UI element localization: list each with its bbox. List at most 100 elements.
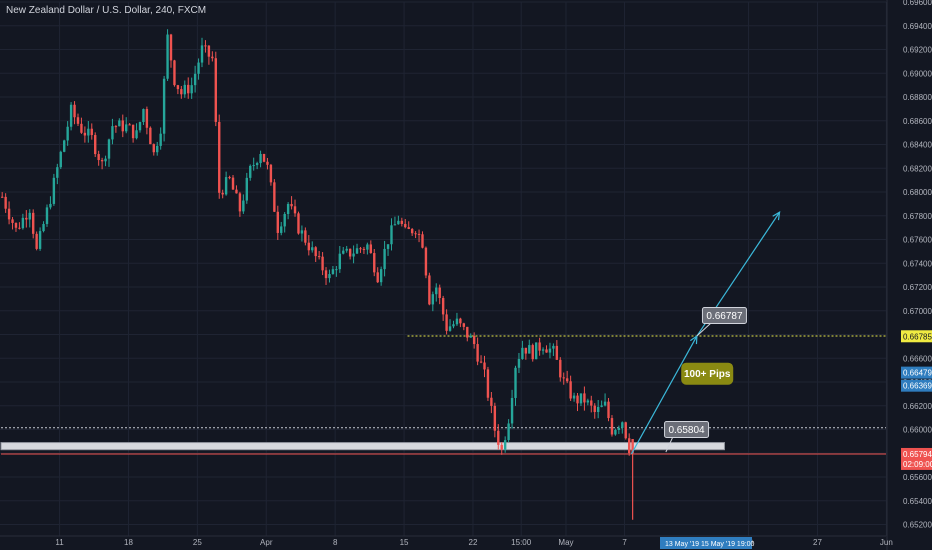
candle-body (242, 200, 245, 212)
price-badge (901, 447, 932, 460)
candle-body (149, 127, 152, 145)
drawings[interactable]: 0.66787 0.65804 100+ Pips (630, 211, 781, 455)
time-tick-label: 15:00 (511, 538, 532, 547)
candle-body (376, 272, 379, 283)
candle-body (142, 109, 145, 123)
candle-body (507, 423, 510, 441)
candle-body (338, 253, 342, 270)
candle-body (125, 124, 128, 132)
time-tick-label: 8 (333, 538, 338, 547)
price-tick-label: 0.67400 (903, 259, 932, 268)
symbol-title: New Zealand Dollar / U.S. Dollar, 240, F… (6, 5, 206, 16)
candle-body (479, 361, 483, 363)
price-tick-label: 0.68200 (903, 164, 932, 173)
candle-body (35, 233, 38, 249)
candle-body (531, 345, 534, 360)
candle-body (21, 217, 25, 229)
candle-body (596, 406, 600, 412)
candle-body (414, 233, 417, 235)
time-tick-label: 11 (55, 538, 64, 547)
candle-body (459, 318, 462, 324)
candle-body (262, 153, 266, 162)
candle-body (352, 253, 355, 257)
candle-body (156, 145, 159, 153)
candle-body (176, 85, 180, 90)
candle-body (42, 223, 45, 232)
candle-body (190, 85, 193, 94)
candle-body (218, 121, 221, 193)
candle-body (407, 227, 410, 229)
candle-body (548, 348, 552, 353)
time-tick-label: May (558, 538, 573, 547)
candle-body (59, 151, 62, 168)
candle-body (328, 274, 331, 279)
candle-body (466, 326, 469, 338)
candle-body (317, 256, 321, 258)
candle-body (386, 244, 390, 249)
time-tick-label: Apr (260, 538, 273, 547)
candle-body (514, 367, 517, 398)
candle-body (183, 84, 186, 95)
candle-body (559, 359, 562, 378)
candle-body (565, 378, 569, 382)
candle-body (63, 140, 66, 152)
price-badge (901, 330, 932, 343)
candle-body (510, 397, 514, 424)
candle-body (290, 203, 293, 207)
candle-body (266, 161, 269, 165)
candle-body (600, 405, 603, 407)
candle-body (431, 294, 435, 305)
price-tick-label: 0.67800 (903, 212, 932, 221)
candle-body (607, 401, 610, 419)
candle-body (1, 196, 4, 198)
candle-body (311, 247, 314, 251)
candle-body (397, 220, 400, 225)
candle-body (331, 269, 335, 275)
price-tick-label: 0.68000 (903, 188, 932, 197)
candle-body (49, 203, 52, 208)
candle-body (552, 345, 555, 349)
candle-body (69, 104, 73, 127)
candle-body (400, 220, 404, 224)
callout-box (701, 307, 747, 324)
candle-body (14, 222, 18, 228)
price-badge-text: 02:09:00 (903, 460, 932, 469)
callout-pointer (696, 323, 711, 337)
candle-body (259, 153, 262, 164)
time-tick-label: 7 (622, 538, 627, 547)
price-tick-label: 0.66200 (903, 402, 932, 411)
candle-body (369, 244, 373, 254)
price-axis[interactable]: 0.69600 0.69400 0.69200 0.69000 0.68800 0.686… (886, 0, 932, 550)
candle-body (104, 158, 107, 162)
candle-body (410, 228, 414, 234)
candle-body (355, 248, 359, 254)
candle-body (486, 369, 490, 398)
candle-body (83, 132, 87, 136)
price-tick-label: 0.66000 (903, 426, 932, 435)
candle-body (455, 318, 459, 325)
time-range-marker (660, 537, 752, 549)
callout-pointer (665, 437, 674, 453)
candle-body (438, 287, 441, 299)
candle-body (90, 128, 93, 136)
candle-body (252, 165, 255, 167)
candle-body (11, 219, 14, 223)
candle-body (472, 336, 476, 345)
candle-body (145, 109, 149, 128)
candle-body (497, 430, 500, 445)
price-tick-label: 0.66600 (903, 354, 932, 363)
pips-note-box (681, 362, 734, 385)
candle-body (424, 247, 428, 276)
candle-body (445, 314, 448, 331)
candle-body (169, 34, 173, 61)
time-tick-label: Jun (880, 538, 893, 547)
candle-body (138, 122, 142, 131)
candle-body (373, 253, 376, 273)
candle-body (200, 45, 204, 63)
price-badge-text: 0.65794 (903, 450, 932, 459)
candle-body (269, 164, 273, 183)
candle-body (500, 444, 503, 450)
